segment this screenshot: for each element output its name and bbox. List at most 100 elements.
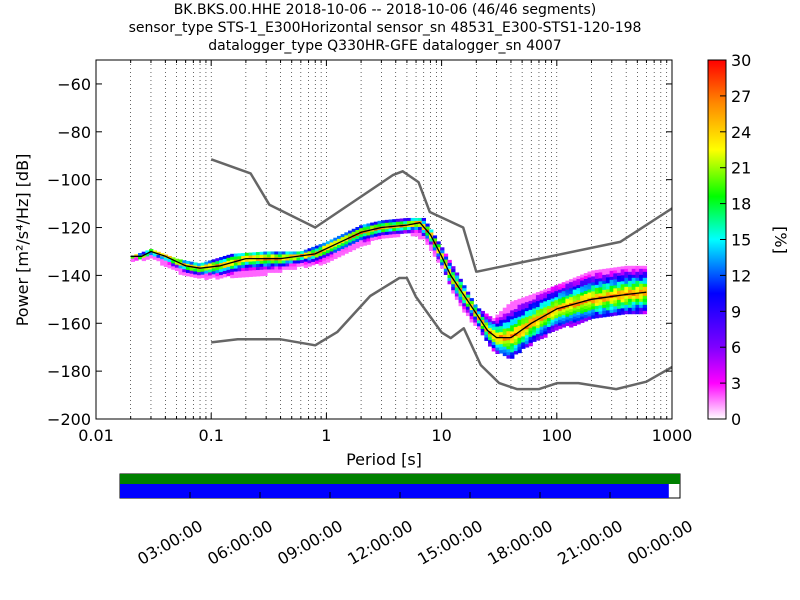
density-cell — [329, 239, 334, 243]
density-cell — [628, 268, 633, 273]
density-cell — [605, 289, 611, 293]
density-cell — [539, 326, 544, 331]
density-cell — [517, 337, 522, 342]
density-cell — [237, 256, 242, 260]
density-cell — [528, 312, 533, 317]
density-cell — [528, 339, 533, 344]
density-cell — [616, 296, 622, 301]
density-cell — [572, 289, 578, 294]
density-cell — [167, 261, 172, 266]
density-cell — [613, 309, 618, 313]
density-cell — [639, 310, 644, 315]
density-cell — [130, 258, 135, 263]
density-cell — [613, 279, 618, 283]
density-cell — [233, 274, 239, 278]
density-cell — [226, 266, 231, 271]
density-cell — [388, 231, 393, 235]
density-cell — [539, 290, 544, 295]
density-cell — [554, 303, 559, 307]
density-cell — [528, 336, 533, 341]
density-cell — [521, 336, 526, 340]
density-cell — [252, 273, 257, 277]
density-cell — [443, 265, 449, 270]
density-cell — [554, 297, 559, 301]
density-cell — [244, 255, 250, 260]
density-cell — [410, 223, 415, 228]
density-cell — [513, 345, 519, 349]
density-cell — [583, 312, 589, 316]
density-cell — [554, 288, 559, 292]
density-cell — [219, 275, 224, 279]
density-cell — [491, 345, 496, 349]
density-cell — [454, 296, 460, 300]
density-cell — [314, 257, 320, 261]
density-cell — [149, 249, 154, 253]
density-cell — [598, 293, 603, 297]
density-cell — [252, 270, 257, 274]
density-cell — [208, 269, 213, 273]
density-cell — [635, 292, 640, 297]
density-cell — [462, 285, 467, 289]
density-cell — [237, 253, 242, 257]
density-cell — [152, 256, 158, 260]
density-cell — [465, 297, 471, 302]
density-cell — [171, 263, 176, 267]
density-cell — [539, 317, 544, 322]
density-cell — [580, 274, 585, 278]
density-cell — [583, 306, 589, 310]
density-cell — [517, 334, 522, 339]
density-cell — [591, 306, 596, 310]
density-cell — [185, 266, 191, 271]
density-cell — [292, 266, 298, 270]
density-cell — [465, 306, 471, 311]
density-cell — [451, 287, 456, 291]
density-cell — [594, 284, 600, 289]
density-cell — [510, 304, 515, 308]
density-cell — [488, 328, 493, 332]
density-cell — [237, 268, 242, 272]
density-cell — [196, 263, 202, 267]
density-cell — [336, 235, 342, 240]
density-cell — [340, 240, 345, 244]
density-cell — [506, 328, 511, 332]
density-cell — [333, 240, 338, 245]
density-cell — [488, 334, 493, 338]
density-cell — [631, 277, 636, 282]
density-cell — [580, 301, 585, 305]
density-cell — [244, 252, 250, 257]
density-cell — [524, 344, 530, 348]
colorbar-tick-label: 30 — [731, 51, 751, 70]
density-cell — [451, 272, 456, 276]
density-cell — [381, 223, 386, 227]
density-cell — [628, 295, 633, 300]
density-cell — [281, 254, 287, 258]
density-cell — [329, 245, 334, 249]
density-cell — [587, 289, 592, 293]
density-cell — [285, 251, 290, 255]
density-cell — [333, 255, 338, 260]
density-cell — [602, 307, 607, 312]
density-cell — [587, 271, 592, 275]
density-cell — [639, 304, 644, 309]
density-cell — [414, 223, 419, 228]
density-cell — [336, 238, 342, 243]
density-cell — [506, 346, 511, 350]
density-cell — [561, 306, 566, 310]
density-cell — [631, 283, 636, 288]
density-cell — [642, 271, 648, 276]
density-cell — [344, 244, 349, 248]
density-cell — [495, 350, 500, 355]
density-cell — [318, 259, 323, 263]
density-cell — [322, 254, 327, 259]
density-cell — [185, 260, 191, 265]
density-cell — [174, 261, 180, 266]
density-cell — [469, 319, 474, 323]
density-cell — [580, 283, 585, 287]
density-cell — [550, 310, 555, 314]
density-cell — [513, 300, 519, 304]
density-cell — [532, 311, 537, 315]
density-cell — [414, 229, 419, 234]
density-cell — [620, 266, 625, 270]
density-cell — [252, 252, 257, 256]
